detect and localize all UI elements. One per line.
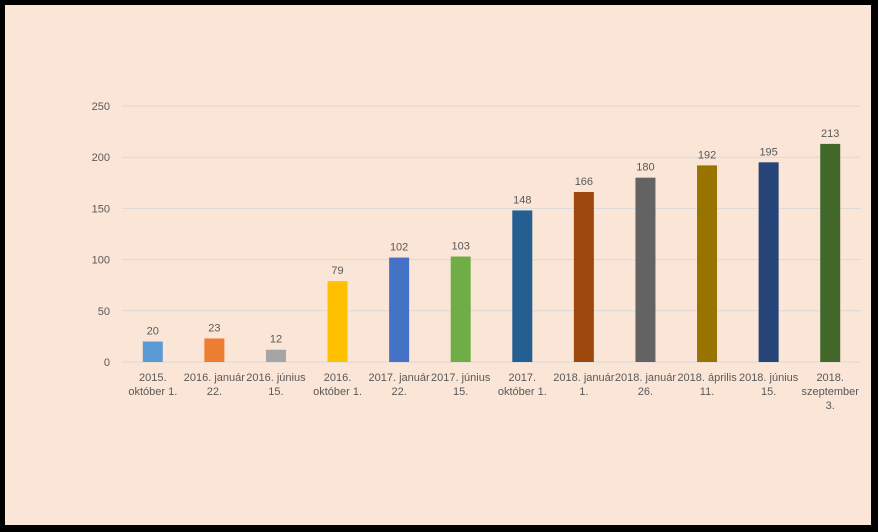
x-tick-label: 2016. június 15. xyxy=(246,372,306,398)
y-tick-label: 0 xyxy=(104,357,110,369)
bar xyxy=(820,143,841,362)
x-tick-label-line: 2018. xyxy=(816,372,844,384)
data-label: 23 xyxy=(208,322,220,334)
bar xyxy=(758,162,779,362)
data-label: 148 xyxy=(513,194,531,206)
y-tick-label: 250 xyxy=(92,101,110,113)
x-tick-label-line: 2017. június xyxy=(431,372,491,384)
data-label: 192 xyxy=(698,149,716,161)
data-label: 20 xyxy=(147,326,159,338)
bar xyxy=(573,192,594,362)
x-tick-label: 2017. október 1. xyxy=(498,372,547,398)
bar xyxy=(265,349,286,362)
data-label: 103 xyxy=(452,241,470,253)
x-tick-label: 2017. január 22. xyxy=(369,372,430,398)
x-tick-label-line: 2016. xyxy=(324,372,352,384)
data-label: 180 xyxy=(636,162,654,174)
bar xyxy=(635,177,656,362)
x-tick-label-line: 15. xyxy=(453,386,468,398)
x-tick-label-line: szeptember xyxy=(801,386,859,398)
x-tick-label-line: 15. xyxy=(268,386,283,398)
data-label: 213 xyxy=(821,128,839,140)
x-tick-label: 2017. június 15. xyxy=(431,372,491,398)
x-tick-label-line: 2018. január xyxy=(553,372,614,384)
x-tick-label-line: 3. xyxy=(826,400,835,412)
x-tick-label-line: 11. xyxy=(700,386,714,398)
bar xyxy=(450,256,471,362)
x-tick-label-line: október 1. xyxy=(128,386,177,398)
x-tick-label-line: 2018. június xyxy=(739,372,799,384)
x-tick-label-line: 15. xyxy=(761,386,776,398)
data-label: 195 xyxy=(759,146,777,158)
bar xyxy=(327,281,348,362)
y-tick-label: 150 xyxy=(92,203,110,215)
x-tick-label-line: 22. xyxy=(207,386,222,398)
x-tick-label-line: október 1. xyxy=(313,386,362,398)
x-tick-label-line: 1. xyxy=(579,386,588,398)
data-label: 166 xyxy=(575,176,593,188)
x-tick-label-line: 2017. január xyxy=(369,372,430,384)
x-tick-label: 2015. október 1. xyxy=(128,372,177,398)
bar xyxy=(697,165,718,362)
x-tick-label: 2016. január 22. xyxy=(184,372,245,398)
x-tick-label-line: 22. xyxy=(391,386,406,398)
x-tick-label: 2018. január 1. xyxy=(553,372,614,398)
x-tick-label-line: 2015. xyxy=(139,372,167,384)
bar xyxy=(142,341,163,362)
y-tick-label: 200 xyxy=(92,152,110,164)
x-tick-label: 2018. április 11. xyxy=(677,372,737,398)
x-tick-label: 2018. szeptember 3. xyxy=(801,372,859,412)
x-tick-label-line: 2018. január xyxy=(615,372,676,384)
x-tick-label: 2018. január 26. xyxy=(615,372,676,398)
data-label: 102 xyxy=(390,242,408,254)
x-tick-label: 2018. június 15. xyxy=(739,372,799,398)
bar xyxy=(512,210,533,362)
data-label: 79 xyxy=(331,265,343,277)
y-tick-label: 50 xyxy=(98,306,110,318)
bar-chart: 0 50 100 150 200 250 20 2015. október 1. 23 2016. … xyxy=(92,101,861,412)
bar xyxy=(389,257,410,362)
x-tick-label: 2016. október 1. xyxy=(313,372,362,398)
x-tick-label-line: október 1. xyxy=(498,386,547,398)
x-tick-label-line: 26. xyxy=(638,386,653,398)
bar xyxy=(204,338,225,362)
y-tick-label: 100 xyxy=(92,255,110,267)
chart-panel: 0 50 100 150 200 250 20 2015. október 1. 23 2016. … xyxy=(5,5,871,525)
data-label: 12 xyxy=(270,334,282,346)
x-tick-label-line: 2018. április xyxy=(677,372,737,384)
x-tick-label-line: 2017. xyxy=(509,372,537,384)
x-tick-label-line: 2016. június xyxy=(246,372,306,384)
x-tick-label-line: 2016. január xyxy=(184,372,245,384)
